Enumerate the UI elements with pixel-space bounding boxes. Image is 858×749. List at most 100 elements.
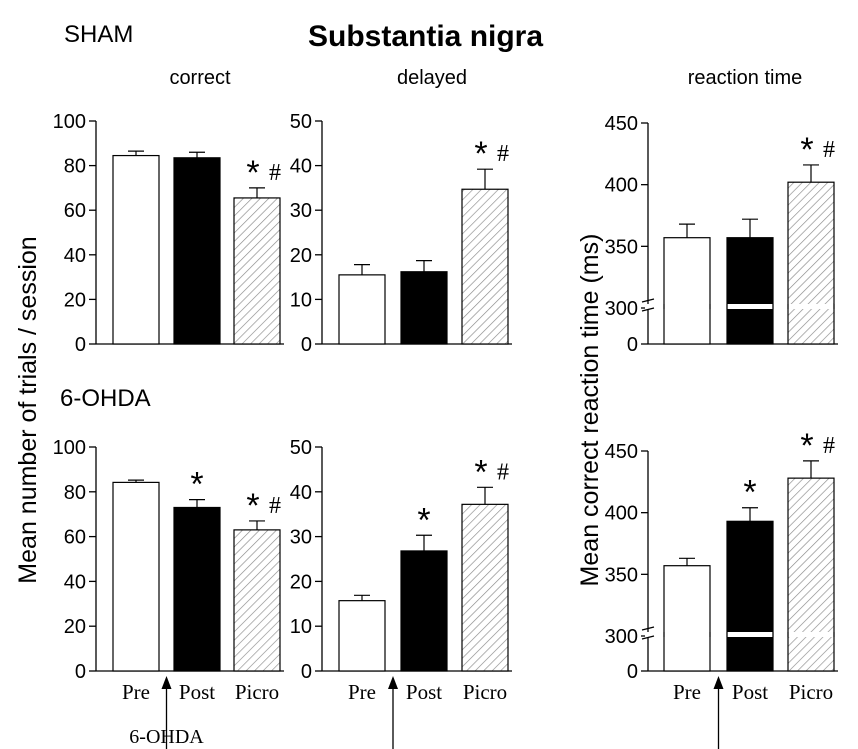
- error-bar-pre: [679, 557, 695, 566]
- bar-picro: [461, 188, 509, 345]
- bar-picro: [233, 529, 281, 672]
- error-bar-pre: [128, 150, 144, 156]
- error-bar-post: [189, 151, 205, 158]
- error-bar-picro: [803, 164, 819, 183]
- y-tick-label: 10: [290, 616, 312, 638]
- error-bar-pre: [354, 594, 370, 601]
- col-title-reaction-time: reaction time: [688, 67, 803, 89]
- y-tick-label-baseline: 0: [627, 661, 638, 683]
- y-tick-label: 40: [290, 156, 312, 178]
- x-tick-label-picro: Picro: [235, 680, 279, 704]
- y-tick-label: 0: [301, 661, 312, 683]
- y-tick-label: 20: [290, 245, 312, 267]
- error-bar-picro: [249, 187, 265, 198]
- significance-star: *: [743, 474, 756, 512]
- y-tick-label: 60: [64, 200, 86, 222]
- bar-pre: [112, 481, 160, 672]
- significance-star: *: [246, 154, 259, 192]
- error-bar-post: [742, 507, 758, 522]
- y-tick-label: 50: [290, 111, 312, 133]
- bar-post: [400, 271, 448, 345]
- y-tick-label: 350: [605, 564, 638, 586]
- lesion-arrow-head: [161, 676, 172, 689]
- y-tick-label: 20: [290, 571, 312, 593]
- col-title-correct: correct: [169, 67, 231, 89]
- y-tick-label: 400: [605, 175, 638, 197]
- error-bar-picro: [803, 460, 819, 479]
- figure-title: Substantia nigra: [308, 20, 543, 53]
- axis-break-gap: [645, 632, 838, 637]
- bar-post: [726, 520, 774, 672]
- error-bar-pre: [128, 479, 144, 483]
- axis-break-gap: [645, 304, 838, 309]
- error-bar-pre: [679, 223, 695, 238]
- error-bar-pre: [354, 264, 370, 275]
- y-tick-label: 450: [605, 113, 638, 135]
- significance-hash: #: [497, 141, 509, 167]
- y-tick-label: 40: [64, 571, 86, 593]
- y-tick-label: 400: [605, 503, 638, 525]
- significance-star: *: [246, 487, 259, 525]
- bar-pre: [663, 237, 711, 345]
- bar-post: [726, 237, 774, 345]
- panel-sham-delayed: 0 10 20 30 40 50 * #: [290, 111, 512, 356]
- y-tick-label: 50: [290, 437, 312, 459]
- y-tick-label: 30: [290, 527, 312, 549]
- y-tick-label: 10: [290, 289, 312, 311]
- y-tick-label: 20: [64, 289, 86, 311]
- x-tick-label-picro: Picro: [463, 680, 507, 704]
- significance-star: *: [417, 501, 430, 539]
- error-bar-post: [189, 499, 205, 508]
- y-tick-label: 100: [53, 437, 86, 459]
- x-tick-label-post: Post: [732, 680, 768, 704]
- row-label-sham: SHAM: [64, 21, 133, 48]
- row-label-6ohda: 6-OHDA: [60, 385, 151, 412]
- bar-picro: [233, 197, 281, 345]
- bar-post: [400, 550, 448, 672]
- x-tick-label-picro: Picro: [789, 680, 833, 704]
- axis-break-mark: [641, 298, 655, 312]
- y-tick-label: 100: [53, 111, 86, 133]
- error-bar-post: [742, 218, 758, 238]
- error-bar-picro: [477, 168, 493, 190]
- significance-hash: #: [823, 433, 835, 459]
- y-tick-label: 40: [64, 245, 86, 267]
- bar-picro: [787, 477, 835, 672]
- y-tick-label-baseline: 0: [627, 334, 638, 356]
- x-tick-label-post: Post: [406, 680, 442, 704]
- error-bar-post: [416, 534, 432, 551]
- x-tick-label-pre: Pre: [122, 680, 150, 704]
- lesion-label: 6-OHDA: [129, 726, 204, 748]
- y-tick-label: 0: [75, 334, 86, 356]
- error-bar-picro: [477, 486, 493, 505]
- col-title-delayed: delayed: [397, 67, 467, 89]
- error-bar-post: [416, 259, 432, 272]
- significance-star: *: [800, 427, 813, 465]
- axis-break-mark: [641, 626, 655, 640]
- panel-sham-reaction-time: 300 350 400 450 0 * #: [605, 113, 838, 356]
- error-bar-picro: [249, 520, 265, 530]
- y-tick-label: 80: [64, 156, 86, 178]
- bar-pre: [112, 154, 160, 345]
- panel-6ohda-reaction-time: 300 350 400 450 0 * * # Pre Post Picro: [605, 427, 838, 749]
- y-axis-label-left: Mean number of trials / session: [14, 236, 42, 583]
- significance-star: *: [474, 453, 487, 491]
- significance-hash: #: [823, 137, 835, 163]
- significance-hash: #: [497, 459, 509, 485]
- y-tick-label: 300: [605, 626, 638, 648]
- bar-post: [173, 506, 221, 672]
- bar-picro: [461, 503, 509, 672]
- y-tick-label: 450: [605, 441, 638, 463]
- lesion-arrow-head: [713, 676, 724, 689]
- bar-picro: [787, 181, 835, 345]
- bar-pre: [338, 600, 386, 672]
- x-tick-label-pre: Pre: [348, 680, 376, 704]
- bar-post: [173, 157, 221, 345]
- significance-star: *: [800, 131, 813, 169]
- panel-6ohda-delayed: 0 10 20 30 40 50 * * # Pre Post Picro: [290, 437, 512, 749]
- x-tick-label-pre: Pre: [673, 680, 701, 704]
- y-tick-label: 0: [75, 661, 86, 683]
- significance-star: *: [474, 135, 487, 173]
- y-axis-label-right: Mean correct reaction time (ms): [576, 234, 604, 587]
